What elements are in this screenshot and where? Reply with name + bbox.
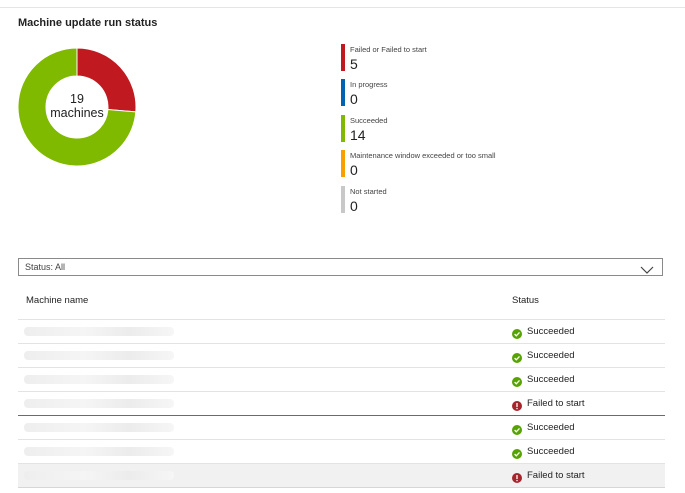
status-filter-dropdown[interactable]: Status: All [18,258,663,276]
redacted-machine-name [24,351,174,360]
error-icon [512,398,522,411]
legend-color-bar [341,150,345,177]
donut-total-label: machines [50,106,104,120]
status-donut-chart: 19 machines [18,48,136,166]
status-filter-value: Status: All [25,262,66,272]
legend-value: 14 [350,127,366,143]
legend-label: Succeeded [350,116,388,125]
top-divider [0,7,685,8]
redacted-machine-name [24,447,174,456]
header-divider [18,319,665,320]
legend-label: In progress [350,80,388,89]
table-row[interactable]: Succeeded [18,320,665,344]
panel-title: Machine update run status [18,17,158,29]
legend-color-bar [341,115,345,142]
status-text: Succeeded [527,326,575,337]
table-row[interactable]: Failed to start [18,464,665,488]
success-icon [512,326,522,339]
table-row[interactable]: Succeeded [18,344,665,368]
legend-color-bar [341,186,345,213]
table-row[interactable]: Failed to start [18,392,665,416]
redacted-machine-name [24,375,174,384]
table-row[interactable]: Succeeded [18,416,665,440]
donut-total-count: 19 [70,92,84,106]
success-icon [512,422,522,435]
status-text: Succeeded [527,422,575,433]
legend-color-bar [341,44,345,71]
redacted-machine-name [24,471,174,480]
error-icon [512,470,522,483]
legend-value: 0 [350,91,358,107]
success-icon [512,374,522,387]
status-text: Failed to start [527,398,585,409]
legend-color-bar [341,79,345,106]
success-icon [512,446,522,459]
table-row[interactable]: Succeeded [18,440,665,464]
redacted-machine-name [24,327,174,336]
legend-value: 5 [350,56,358,72]
legend-value: 0 [350,162,358,178]
redacted-machine-name [24,423,174,432]
donut-segment-succeeded[interactable] [18,48,136,166]
status-text: Succeeded [527,350,575,361]
redacted-machine-name [24,399,174,408]
column-header-machine-name[interactable]: Machine name [26,295,89,306]
status-text: Succeeded [527,446,575,457]
status-text: Failed to start [527,470,585,481]
chevron-down-icon [640,262,654,280]
table-row[interactable]: Succeeded [18,368,665,392]
success-icon [512,350,522,363]
column-header-status[interactable]: Status [512,295,539,306]
status-text: Succeeded [527,374,575,385]
donut-center-label: 19 machines [18,92,136,120]
legend-label: Not started [350,187,387,196]
legend-label: Failed or Failed to start [350,45,427,54]
legend-value: 0 [350,198,358,214]
legend-label: Maintenance window exceeded or too small [350,151,496,160]
